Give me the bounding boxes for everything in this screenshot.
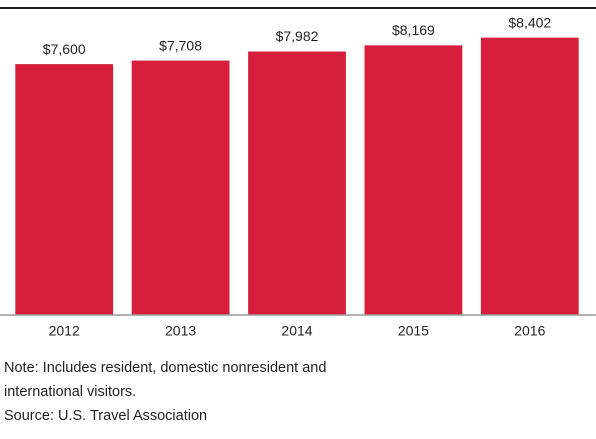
value-label: $7,708 [159, 37, 202, 53]
bar [364, 45, 463, 316]
x-tick-label: 2016 [514, 323, 545, 339]
value-label: $7,600 [43, 41, 86, 57]
value-label: $8,402 [508, 14, 551, 30]
note-line: Note: Includes resident, domestic nonres… [4, 360, 326, 376]
bar [480, 37, 579, 316]
x-tick-label: 2012 [49, 323, 80, 339]
chart-source: Source: U.S. Travel Association [4, 408, 207, 424]
x-tick-label: 2015 [398, 323, 429, 339]
x-tick-label: 2014 [281, 323, 312, 339]
value-label: $7,982 [276, 28, 319, 44]
bar [248, 51, 346, 315]
bar [15, 64, 114, 315]
bar [131, 60, 230, 316]
chart-note: Note: Includes resident, domestic nonres… [4, 360, 330, 400]
x-tick-label: 2013 [165, 323, 196, 339]
value-label: $8,169 [392, 22, 435, 38]
note-line: international visitors. [4, 384, 136, 400]
